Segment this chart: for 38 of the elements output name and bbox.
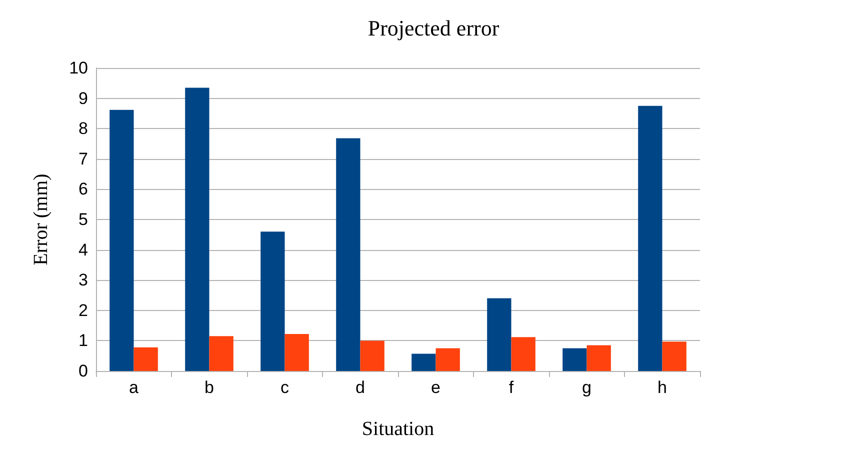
y-tick-label: 0: [78, 362, 88, 380]
x-tick-label: h: [658, 378, 667, 397]
x-axis-title: Situation: [362, 418, 434, 440]
bar: [284, 334, 309, 371]
bar: [209, 336, 234, 371]
x-tick-label: g: [582, 378, 592, 397]
y-tick-label: 7: [78, 149, 88, 168]
y-tick-label: 4: [78, 240, 88, 260]
y-tick-label: 5: [78, 210, 88, 229]
x-tick-label: a: [129, 378, 140, 397]
bar: [134, 347, 158, 371]
bar: [586, 345, 611, 371]
bar: [260, 232, 285, 371]
x-tick-label: c: [280, 378, 290, 397]
bar: [562, 348, 587, 371]
y-tick-label: 6: [78, 180, 88, 199]
bar: [487, 298, 512, 371]
bar: [360, 340, 384, 371]
y-tick-label: 3: [78, 270, 88, 290]
x-tick-label: b: [204, 378, 214, 397]
bar: [436, 348, 460, 371]
chart-title: Projected error: [368, 16, 500, 40]
bar: [185, 88, 210, 371]
bar: [110, 110, 134, 371]
y-tick-label: 10: [69, 58, 88, 78]
y-tick-label: 8: [78, 119, 88, 138]
bar: [662, 342, 686, 371]
x-tick-label: e: [431, 378, 440, 397]
y-axis-title: Error (mm): [30, 174, 52, 266]
bar: [412, 354, 436, 371]
x-tick-label: d: [356, 378, 365, 397]
y-tick-label: 2: [78, 300, 88, 320]
y-tick-label: 1: [78, 331, 88, 350]
x-tick-label: f: [508, 378, 514, 397]
y-tick-label: 9: [78, 88, 88, 108]
bar: [336, 138, 360, 371]
bar: [511, 337, 536, 371]
bar: [638, 106, 662, 371]
